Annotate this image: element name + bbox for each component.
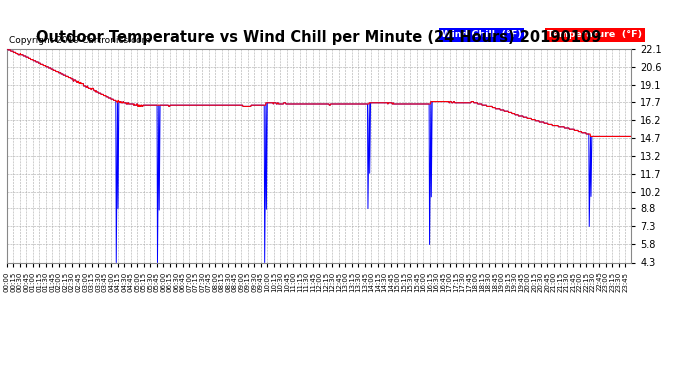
Text: Temperature  (°F): Temperature (°F) <box>547 30 642 39</box>
Text: Copyright 2019 Cartronics.com: Copyright 2019 Cartronics.com <box>9 36 150 45</box>
Text: Wind Chill  (°F): Wind Chill (°F) <box>441 30 522 39</box>
Title: Outdoor Temperature vs Wind Chill per Minute (24 Hours) 20190109: Outdoor Temperature vs Wind Chill per Mi… <box>37 30 602 45</box>
